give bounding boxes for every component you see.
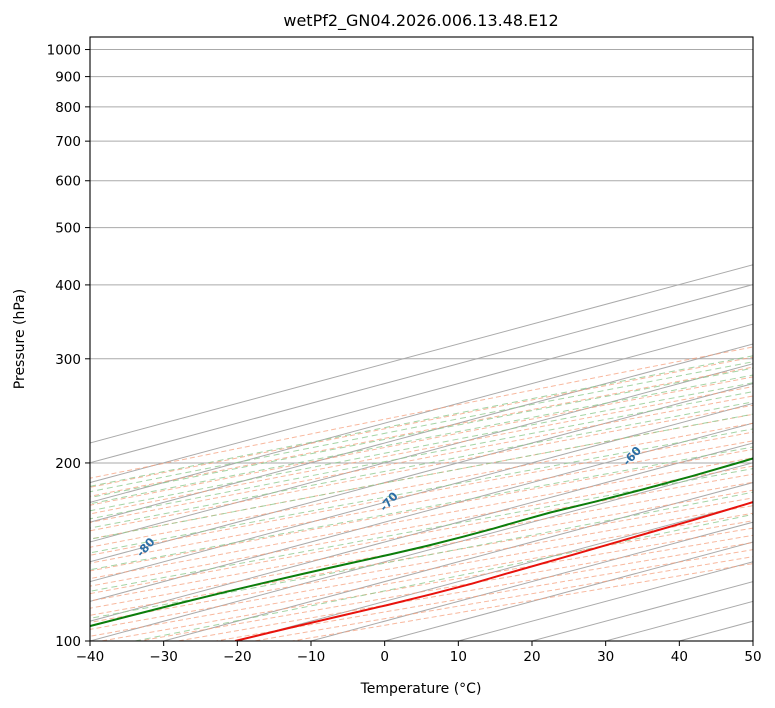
y-axis: 100 200 300 400 500 600 700 800 900 1000 [47,43,90,650]
x-tick-label: 40 [671,649,688,665]
isotherm-line [90,284,753,464]
isotherm-line [90,264,753,444]
isotherm-line [90,363,753,543]
isotherm-line [90,303,753,484]
adiabat-layer [90,346,753,641]
isotherm-line [310,521,753,641]
y-tick-label: 1000 [47,43,81,59]
temperature-profile-line [234,501,753,641]
x-axis-label: Temperature (°C) [360,681,482,697]
series-layer [90,457,753,641]
y-tick-label: 700 [55,134,81,150]
x-tick-label: −30 [149,649,178,665]
x-tick-label: −20 [223,649,252,665]
isotherm-line [90,323,753,503]
y-tick-label: 100 [55,634,81,650]
isotherm-line [90,422,753,602]
x-tick-label: −40 [76,649,105,665]
x-tick-label: 50 [744,649,761,665]
x-tick-label: −10 [297,649,326,665]
isotherm-line [90,383,753,563]
dry-adiabat-line [90,346,753,479]
isotherm-line [90,402,753,583]
isotherm-line [90,442,753,622]
y-tick-label: 900 [55,70,81,86]
y-tick-label: 800 [55,100,81,116]
isotherm-line [90,462,753,641]
x-axis: −40 −30 −20 −10 0 10 20 30 40 50 [76,641,762,665]
x-tick-label: 0 [380,649,389,665]
isotherm-line [163,482,753,641]
y-tick-label: 200 [55,456,81,472]
plot-frame [89,36,754,642]
x-tick-label: 10 [450,649,467,665]
moist-adiabat-line [90,361,753,493]
dewpoint-profile-line [90,457,753,628]
y-tick-label: 400 [55,278,81,294]
x-tick-label: 30 [597,649,614,665]
y-axis-label: Pressure (hPa) [12,289,28,389]
isotherm-line [237,501,753,641]
y-tick-label: 500 [55,221,81,237]
grid-layer [90,49,753,641]
x-tick-label: 20 [523,649,540,665]
y-tick-label: 300 [55,352,81,368]
y-tick-label: 600 [55,174,81,190]
chart-title: wetPf2_GN04.2026.006.13.48.E12 [283,11,558,31]
moist-adiabat-line [90,374,753,505]
